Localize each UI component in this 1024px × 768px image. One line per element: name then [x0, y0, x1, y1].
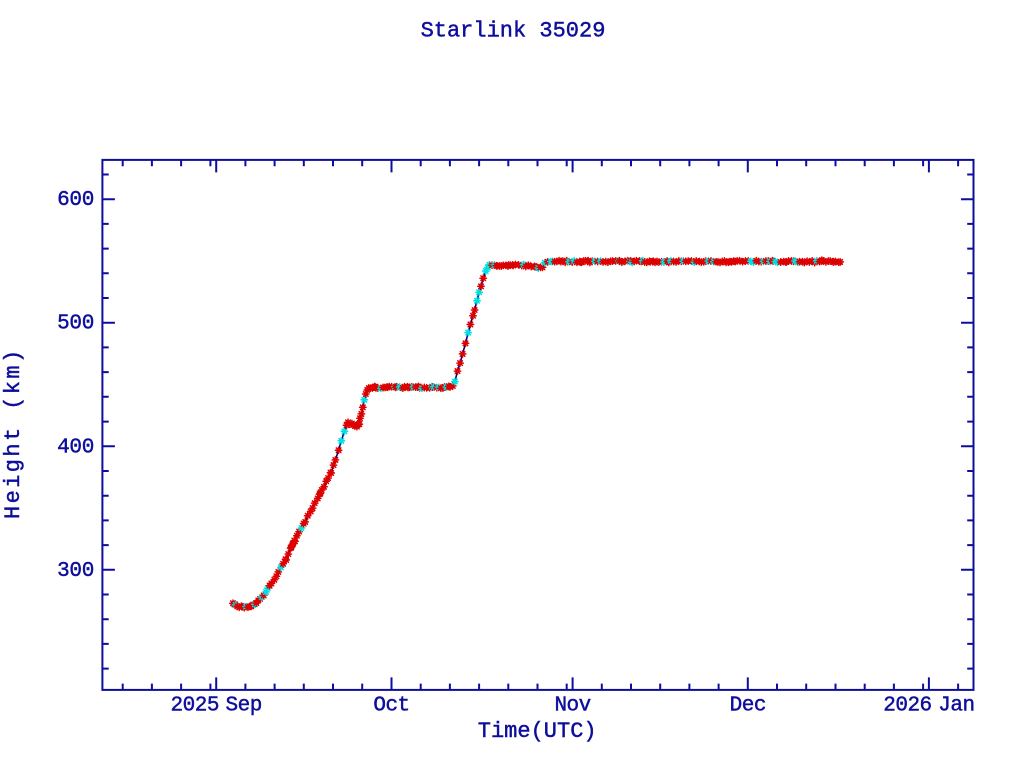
- svg-text:Starlink 35029: Starlink 35029: [421, 19, 606, 44]
- svg-text:Oct: Oct: [373, 694, 409, 717]
- svg-text:400: 400: [57, 436, 94, 459]
- svg-text:2026 Jan: 2026 Jan: [883, 694, 974, 717]
- svg-text:300: 300: [57, 560, 94, 583]
- svg-text:Height (km): Height (km): [1, 347, 26, 519]
- svg-text:Time(UTC): Time(UTC): [478, 719, 597, 744]
- svg-text:500: 500: [57, 313, 94, 336]
- svg-text:600: 600: [57, 189, 94, 212]
- svg-text:Dec: Dec: [730, 694, 766, 717]
- svg-text:2025 Sep: 2025 Sep: [171, 694, 262, 717]
- svg-text:Nov: Nov: [554, 694, 590, 717]
